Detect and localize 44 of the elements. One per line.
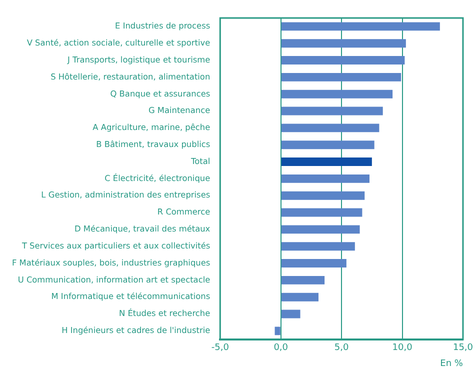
x-tick-label: 5,0: [334, 343, 349, 354]
y-tick-label: G Maintenance: [148, 105, 210, 116]
y-tick-label: B Bâtiment, travaux publics: [96, 139, 210, 149]
y-tick-label: H Ingénieurs et cadres de l'industrie: [62, 325, 210, 336]
bar: [281, 106, 383, 116]
bar: [281, 124, 380, 132]
bar: [281, 174, 370, 183]
y-tick-label: C Électricité, électronique: [104, 172, 210, 183]
y-tick-label: Q Banque et assurances: [110, 88, 210, 98]
y-tick-label: S Hôtellerie, restauration, alimentation: [50, 71, 210, 82]
bar: [281, 242, 355, 251]
y-tick-label: V Santé, action sociale, culturelle et sportive: [26, 38, 210, 48]
y-tick-label: T Services aux particuliers et aux collectivités: [20, 240, 210, 250]
bar: [281, 292, 318, 302]
bar: [274, 326, 280, 336]
bar: [281, 90, 393, 98]
y-tick-label: L Gestion, administration des entreprises: [41, 190, 210, 200]
y-tick-label: R Commerce: [157, 206, 210, 217]
bar: [281, 191, 365, 200]
y-tick-label: Total: [190, 156, 210, 166]
y-tick-label: N Études et recherche: [119, 308, 210, 318]
bar: [281, 158, 372, 166]
bar: [281, 39, 406, 48]
y-tick-label: F Matériaux souples, bois, industries graphiques: [12, 257, 210, 268]
bar: [281, 56, 405, 65]
bar: [281, 310, 300, 318]
bar: [281, 208, 362, 217]
y-tick-label: M Informatique et télécommunications: [51, 291, 210, 302]
bar: [281, 259, 346, 268]
y-tick-label: J Transports, logistique et tourisme: [66, 54, 210, 64]
bar: [281, 72, 402, 82]
y-tick-label: A Agriculture, marine, pêche: [92, 122, 210, 132]
x-tick-label: -5,0: [211, 343, 230, 354]
x-tick-label: 15,0: [452, 343, 474, 354]
x-axis-title: En %: [440, 358, 464, 369]
x-tick-label: 10,0: [392, 343, 413, 354]
y-tick-label: E Industries de process: [115, 20, 210, 31]
x-tick-label: 0,0: [274, 343, 288, 354]
bar: [281, 140, 374, 150]
y-tick-label: D Mécanique, travail des métaux: [74, 224, 210, 234]
bar: [281, 225, 360, 234]
y-tick-label: U Communication, information art et spectacle: [18, 274, 210, 284]
bar: [281, 276, 325, 284]
bar: [281, 22, 440, 31]
